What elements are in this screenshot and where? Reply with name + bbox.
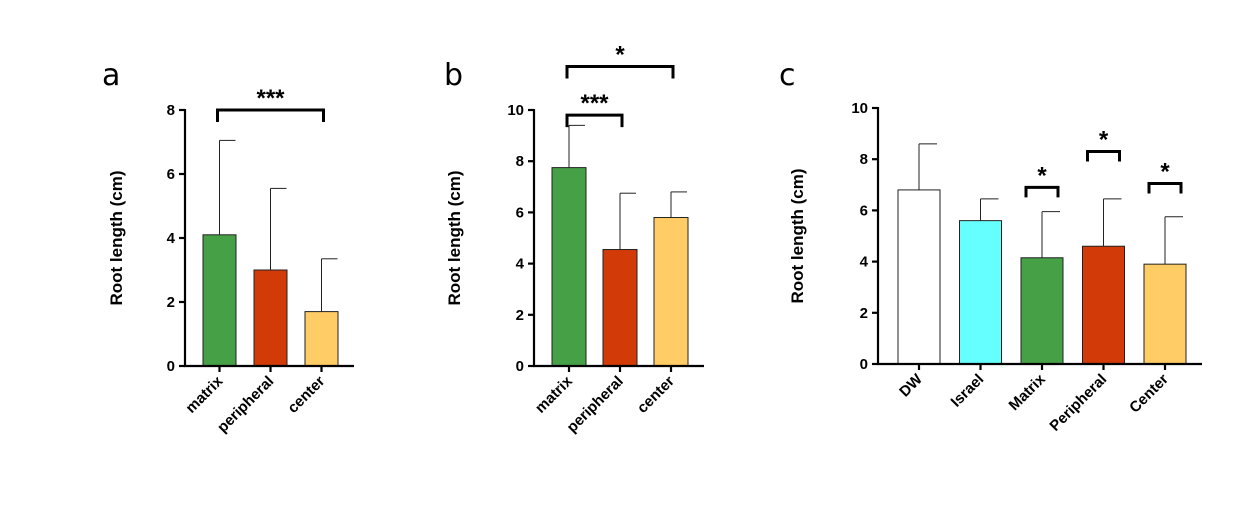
x-tick-label: center <box>284 373 328 417</box>
bar-matrix <box>202 234 237 367</box>
panel-label: b <box>444 58 463 93</box>
x-tick-label: Peripheral <box>1046 371 1110 435</box>
x-tick-label: center <box>634 373 678 417</box>
bar-israel <box>959 220 1002 365</box>
y-tick-label: 2 <box>860 305 868 322</box>
y-tick-label: 6 <box>516 204 524 221</box>
bar-center <box>1143 263 1187 365</box>
y-tick-label: 8 <box>860 151 868 168</box>
x-tick-label: matrix <box>532 372 576 416</box>
bar-matrix <box>551 167 587 367</box>
significance-bracket <box>1024 185 1060 198</box>
significance-label: *** <box>256 85 285 112</box>
bar-peripheral <box>253 269 288 367</box>
significance-label: * <box>1099 127 1109 154</box>
y-axis-title: Root length (cm) <box>788 168 807 303</box>
y-tick-label: 0 <box>516 358 524 375</box>
significance-bracket <box>1147 182 1183 194</box>
y-tick-label: 8 <box>167 102 175 119</box>
x-tick-label: DW <box>896 370 926 400</box>
bar-center <box>653 217 689 367</box>
significance-bracket <box>1086 150 1121 162</box>
y-tick-label: 6 <box>167 166 175 183</box>
y-tick-label: 2 <box>516 307 524 324</box>
x-tick-label: Center <box>1126 371 1172 417</box>
significance-label: * <box>615 41 625 68</box>
y-tick-label: 2 <box>167 294 175 311</box>
significance-label: * <box>1160 159 1170 186</box>
bar-center <box>304 311 339 367</box>
panel-label: a <box>102 58 120 93</box>
y-tick-label: 6 <box>860 202 868 219</box>
y-tick-label: 0 <box>860 356 868 373</box>
significance-bracket <box>216 108 325 122</box>
y-axis-title: Root length (cm) <box>445 170 464 305</box>
y-tick-label: 4 <box>516 256 525 273</box>
panel-label: c <box>779 58 796 93</box>
bar-matrix <box>1020 257 1064 365</box>
y-tick-label: 4 <box>167 230 176 247</box>
x-tick-label: Matrix <box>1006 370 1050 414</box>
x-tick-label: Israel <box>948 371 988 411</box>
y-tick-label: 10 <box>507 102 524 119</box>
y-tick-label: 10 <box>851 100 868 117</box>
bar-peripheral <box>602 249 638 367</box>
significance-bracket <box>565 64 675 79</box>
y-tick-label: 0 <box>167 358 175 375</box>
significance-label: *** <box>580 90 609 117</box>
bar-dw <box>897 189 941 365</box>
y-tick-label: 8 <box>516 153 524 170</box>
y-tick-label: 4 <box>860 254 869 271</box>
chart-panel-c: c Root length (cm) 0 2 4 6 8 10 DW Israel MatrixPe… <box>779 58 1202 435</box>
bar-peripheral <box>1082 245 1125 365</box>
significance-bracket <box>565 113 624 128</box>
y-axis-title: Root length (cm) <box>107 170 126 305</box>
x-tick-label: matrix <box>182 372 226 416</box>
significance-label: * <box>1037 162 1047 189</box>
